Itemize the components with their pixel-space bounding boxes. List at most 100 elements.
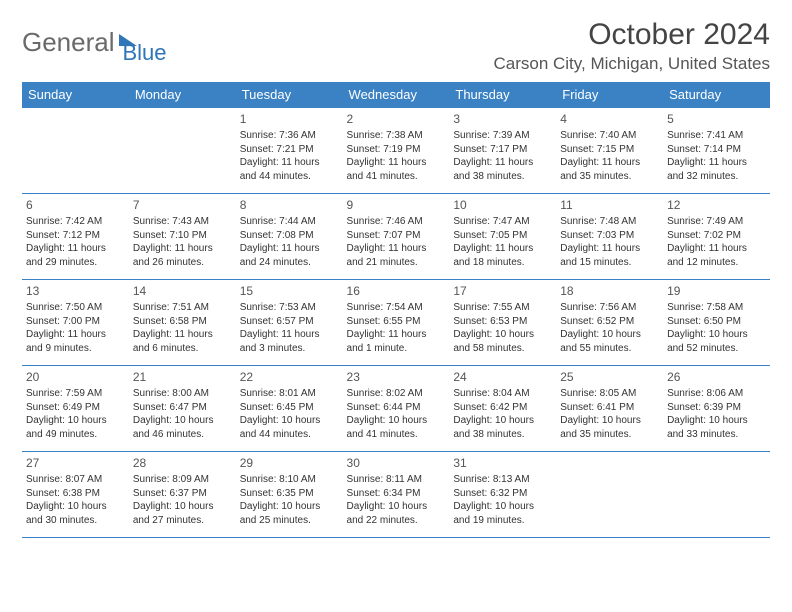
sunset-text: Sunset: 7:07 PM	[347, 229, 446, 243]
sunset-text: Sunset: 7:00 PM	[26, 315, 125, 329]
daylight-text: Daylight: 11 hours and 24 minutes.	[240, 242, 339, 269]
calendar-day-cell: 26Sunrise: 8:06 AMSunset: 6:39 PMDayligh…	[663, 366, 770, 452]
sunset-text: Sunset: 6:37 PM	[133, 487, 232, 501]
logo: General Blue	[22, 18, 167, 66]
logo-triangle-icon	[119, 34, 137, 46]
sunrise-text: Sunrise: 7:50 AM	[26, 301, 125, 315]
day-number: 28	[133, 455, 232, 471]
day-number: 29	[240, 455, 339, 471]
day-number: 30	[347, 455, 446, 471]
calendar-day-cell: 13Sunrise: 7:50 AMSunset: 7:00 PMDayligh…	[22, 280, 129, 366]
sunrise-text: Sunrise: 8:13 AM	[453, 473, 552, 487]
sunset-text: Sunset: 6:35 PM	[240, 487, 339, 501]
col-monday: Monday	[129, 82, 236, 108]
sunrise-text: Sunrise: 7:44 AM	[240, 215, 339, 229]
day-number: 8	[240, 197, 339, 213]
calendar-day-cell: 23Sunrise: 8:02 AMSunset: 6:44 PMDayligh…	[343, 366, 450, 452]
day-number: 21	[133, 369, 232, 385]
sunset-text: Sunset: 7:21 PM	[240, 143, 339, 157]
sunset-text: Sunset: 6:53 PM	[453, 315, 552, 329]
calendar-day-cell: 16Sunrise: 7:54 AMSunset: 6:55 PMDayligh…	[343, 280, 450, 366]
sunrise-text: Sunrise: 8:01 AM	[240, 387, 339, 401]
calendar-day-cell: 2Sunrise: 7:38 AMSunset: 7:19 PMDaylight…	[343, 108, 450, 194]
sunset-text: Sunset: 6:50 PM	[667, 315, 766, 329]
calendar-day-cell: 28Sunrise: 8:09 AMSunset: 6:37 PMDayligh…	[129, 452, 236, 538]
daylight-text: Daylight: 10 hours and 52 minutes.	[667, 328, 766, 355]
daylight-text: Daylight: 10 hours and 22 minutes.	[347, 500, 446, 527]
day-number: 9	[347, 197, 446, 213]
daylight-text: Daylight: 10 hours and 58 minutes.	[453, 328, 552, 355]
calendar-day-cell: 8 Sunrise: 7:44 AMSunset: 7:08 PMDaylight…	[236, 194, 343, 280]
calendar-day-cell: 25Sunrise: 8:05 AMSunset: 6:41 PMDayligh…	[556, 366, 663, 452]
sunset-text: Sunset: 6:38 PM	[26, 487, 125, 501]
day-number: 4	[560, 111, 659, 127]
sunset-text: Sunset: 6:55 PM	[347, 315, 446, 329]
day-number: 20	[26, 369, 125, 385]
day-number: 26	[667, 369, 766, 385]
calendar-day-cell: 31Sunrise: 8:13 AMSunset: 6:32 PMDayligh…	[449, 452, 556, 538]
day-number: 3	[453, 111, 552, 127]
day-number: 13	[26, 283, 125, 299]
daylight-text: Daylight: 11 hours and 21 minutes.	[347, 242, 446, 269]
calendar-day-cell: 12Sunrise: 7:49 AMSunset: 7:02 PMDayligh…	[663, 194, 770, 280]
sunset-text: Sunset: 6:58 PM	[133, 315, 232, 329]
sunset-text: Sunset: 6:39 PM	[667, 401, 766, 415]
calendar-day-cell: 24Sunrise: 8:04 AMSunset: 6:42 PMDayligh…	[449, 366, 556, 452]
daylight-text: Daylight: 11 hours and 41 minutes.	[347, 156, 446, 183]
sunrise-text: Sunrise: 7:46 AM	[347, 215, 446, 229]
day-number: 12	[667, 197, 766, 213]
sunrise-text: Sunrise: 7:41 AM	[667, 129, 766, 143]
daylight-text: Daylight: 11 hours and 6 minutes.	[133, 328, 232, 355]
calendar-day-cell: 15Sunrise: 7:53 AMSunset: 6:57 PMDayligh…	[236, 280, 343, 366]
day-number: 16	[347, 283, 446, 299]
calendar-day-cell	[22, 108, 129, 194]
day-number: 1	[240, 111, 339, 127]
sunset-text: Sunset: 6:45 PM	[240, 401, 339, 415]
sunrise-text: Sunrise: 7:56 AM	[560, 301, 659, 315]
daylight-text: Daylight: 10 hours and 49 minutes.	[26, 414, 125, 441]
sunrise-text: Sunrise: 8:04 AM	[453, 387, 552, 401]
sunset-text: Sunset: 7:08 PM	[240, 229, 339, 243]
sunrise-text: Sunrise: 8:06 AM	[667, 387, 766, 401]
day-number: 31	[453, 455, 552, 471]
sunrise-text: Sunrise: 8:09 AM	[133, 473, 232, 487]
calendar-day-cell: 20Sunrise: 7:59 AMSunset: 6:49 PMDayligh…	[22, 366, 129, 452]
calendar-day-cell: 1Sunrise: 7:36 AMSunset: 7:21 PMDaylight…	[236, 108, 343, 194]
calendar-day-cell: 6Sunrise: 7:42 AMSunset: 7:12 PMDaylight…	[22, 194, 129, 280]
sunrise-text: Sunrise: 7:39 AM	[453, 129, 552, 143]
sunrise-text: Sunrise: 7:40 AM	[560, 129, 659, 143]
sunset-text: Sunset: 7:17 PM	[453, 143, 552, 157]
day-number: 14	[133, 283, 232, 299]
sunset-text: Sunset: 6:34 PM	[347, 487, 446, 501]
sunset-text: Sunset: 7:12 PM	[26, 229, 125, 243]
sunset-text: Sunset: 7:05 PM	[453, 229, 552, 243]
sunset-text: Sunset: 7:03 PM	[560, 229, 659, 243]
sunset-text: Sunset: 7:14 PM	[667, 143, 766, 157]
sunrise-text: Sunrise: 7:42 AM	[26, 215, 125, 229]
sunset-text: Sunset: 7:15 PM	[560, 143, 659, 157]
col-thursday: Thursday	[449, 82, 556, 108]
calendar-day-cell: 11Sunrise: 7:48 AMSunset: 7:03 PMDayligh…	[556, 194, 663, 280]
day-number: 23	[347, 369, 446, 385]
daylight-text: Daylight: 11 hours and 38 minutes.	[453, 156, 552, 183]
month-title: October 2024	[493, 18, 770, 52]
daylight-text: Daylight: 11 hours and 32 minutes.	[667, 156, 766, 183]
calendar-day-cell: 14Sunrise: 7:51 AMSunset: 6:58 PMDayligh…	[129, 280, 236, 366]
sunset-text: Sunset: 7:19 PM	[347, 143, 446, 157]
location-label: Carson City, Michigan, United States	[493, 54, 770, 74]
day-number: 19	[667, 283, 766, 299]
sunset-text: Sunset: 6:52 PM	[560, 315, 659, 329]
sunrise-text: Sunrise: 7:58 AM	[667, 301, 766, 315]
sunset-text: Sunset: 7:02 PM	[667, 229, 766, 243]
daylight-text: Daylight: 10 hours and 41 minutes.	[347, 414, 446, 441]
day-number: 22	[240, 369, 339, 385]
calendar-day-cell: 22Sunrise: 8:01 AMSunset: 6:45 PMDayligh…	[236, 366, 343, 452]
daylight-text: Daylight: 10 hours and 35 minutes.	[560, 414, 659, 441]
day-number: 10	[453, 197, 552, 213]
logo-text-gray: General	[22, 27, 115, 58]
calendar-day-cell: 17Sunrise: 7:55 AMSunset: 6:53 PMDayligh…	[449, 280, 556, 366]
calendar-day-cell: 29Sunrise: 8:10 AMSunset: 6:35 PMDayligh…	[236, 452, 343, 538]
calendar-week-row: 27Sunrise: 8:07 AMSunset: 6:38 PMDayligh…	[22, 452, 770, 538]
sunrise-text: Sunrise: 8:11 AM	[347, 473, 446, 487]
calendar-day-cell: 27Sunrise: 8:07 AMSunset: 6:38 PMDayligh…	[22, 452, 129, 538]
